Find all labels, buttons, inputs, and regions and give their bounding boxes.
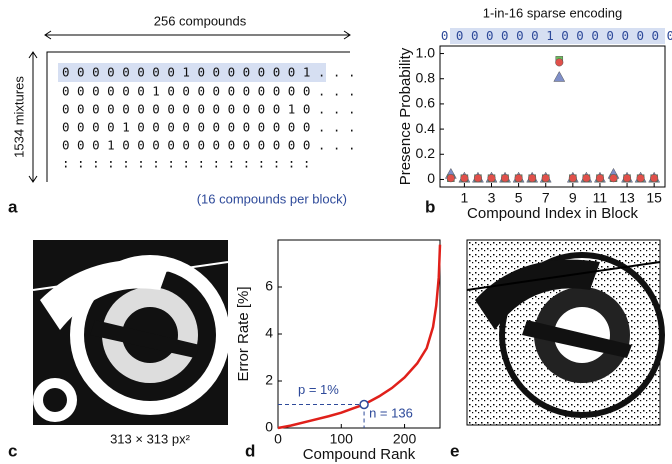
panel-label: d (245, 441, 255, 460)
top-label: 256 compounds (154, 13, 247, 28)
chart-title: 1-in-16 sparse encoding (483, 5, 622, 20)
x-tick-label: 15 (646, 190, 662, 206)
panel-label: c (8, 441, 17, 460)
x-tick-label: 1 (460, 190, 468, 206)
y-tick-label: 2 (265, 372, 273, 388)
side-label: 1534 mixtures (11, 76, 26, 158)
marker (555, 58, 564, 67)
marker (582, 174, 591, 183)
matrix-row: 0 0 0 0 0 0 1 0 0 0 0 0 0 0 0 0 0 . . . (62, 84, 356, 99)
x-tick-label: 9 (569, 190, 577, 206)
arrow-head (28, 51, 38, 183)
y-tick-label: 1.0 (416, 44, 436, 60)
image (32, 240, 230, 425)
encoding-band (450, 28, 665, 44)
x-tick-label: 7 (542, 190, 550, 206)
y-tick-label: 0.6 (416, 95, 436, 111)
marker (473, 174, 483, 183)
block-highlight (58, 63, 326, 82)
y-tick-label: 6 (265, 278, 273, 294)
annotation: p = 1% (298, 382, 339, 397)
y-tick-label: 0.4 (416, 120, 436, 136)
matrix-row: 0 0 0 0 0 0 0 0 0 0 0 0 0 0 0 1 0 . . . (62, 102, 356, 117)
x-tick-label: 200 (393, 431, 417, 447)
marker (553, 70, 566, 82)
x-tick-label: 11 (593, 190, 608, 206)
marker (541, 174, 550, 183)
matrix-frame (46, 51, 350, 182)
x-tick-label: 100 (330, 431, 354, 447)
marker (501, 174, 510, 183)
y-tick-label: 0 (265, 419, 273, 435)
matrix-row: : : : : : : : : : : : : : : : : : (62, 156, 310, 171)
y-tick-label: 0 (427, 170, 435, 186)
matrix-row: 0 0 0 1 0 0 0 0 0 0 0 0 0 0 0 0 0 . . . (62, 138, 356, 153)
annotation: n = 136 (369, 405, 413, 420)
marker (568, 174, 577, 183)
note: (16 compounds per block) (197, 191, 347, 206)
x-tick-label: 5 (515, 190, 523, 206)
marker (359, 399, 369, 410)
y-tick-label: 0.2 (416, 145, 436, 161)
marker (446, 174, 455, 183)
matrix-row: 0 0 0 0 0 0 0 0 1 0 0 0 0 0 0 0 1 . . . (62, 65, 356, 80)
x-tick-label: 13 (619, 190, 635, 206)
marker (609, 174, 618, 183)
y-axis-label: Error Rate [%] (235, 286, 252, 381)
marker (622, 174, 632, 183)
plot-frame (277, 239, 441, 429)
panel-label: e (450, 441, 459, 460)
plot-frame (439, 45, 666, 188)
image (466, 239, 665, 426)
x-axis-label: Compound Rank (303, 446, 416, 463)
marker (460, 174, 469, 183)
caption: 313 × 313 px² (110, 431, 191, 446)
marker (528, 174, 537, 183)
y-tick-label: 4 (265, 325, 273, 341)
y-tick-label: 0.8 (416, 69, 436, 85)
y-axis-label: Presence Probability (397, 47, 414, 185)
matrix-row: 0 0 0 0 1 0 0 0 0 0 0 0 0 0 0 0 0 . . . (62, 120, 356, 135)
encoding: 0 0 0 0 0 0 0 1 0 0 0 0 0 0 0 0 (441, 28, 672, 43)
x-axis-label: Compound Index in Block (467, 205, 638, 222)
marker (650, 174, 659, 183)
marker (595, 174, 604, 183)
marker (514, 174, 523, 183)
panel-label: b (425, 197, 435, 216)
arrow-head (44, 30, 351, 40)
x-tick-label: 3 (488, 190, 496, 206)
x-tick-label: 0 (274, 431, 282, 447)
marker (487, 174, 496, 183)
marker (636, 174, 645, 183)
line (277, 244, 442, 430)
panel-label: a (8, 197, 18, 216)
